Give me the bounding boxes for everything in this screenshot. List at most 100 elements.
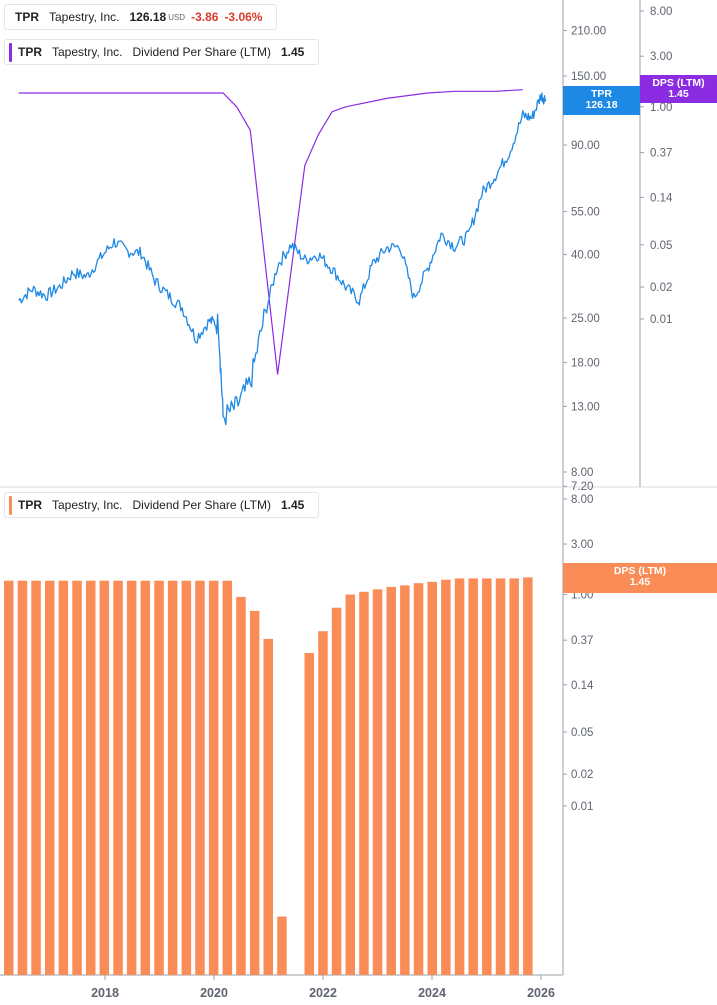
legend-company-name: Tapestry, Inc. [49, 10, 120, 24]
dps-bar [249, 610, 260, 975]
dps-tag-value: 1.45 [629, 576, 651, 588]
x-axis-tick-label: 2024 [418, 986, 446, 1000]
price-axis-tick-label: 210.00 [571, 26, 606, 38]
dps-bottom-tick-label: 3.00 [571, 539, 593, 551]
dps-bar [441, 579, 451, 975]
dps-bar [17, 580, 28, 975]
legend-color-swatch [9, 42, 12, 62]
legend-symbol: TPR [18, 45, 42, 59]
legend-change: -3.86 [191, 10, 219, 24]
price-axis-tick-label: 7.20 [571, 481, 593, 493]
dps-bar [236, 596, 246, 975]
legend-dps-value: 1.45 [280, 45, 305, 59]
dps-line-layer [18, 89, 523, 375]
dps-bar [167, 580, 178, 975]
price-axis-tick-label: 90.00 [571, 140, 600, 152]
legend-dps-value: 1.45 [280, 498, 305, 512]
dps-bar [495, 578, 506, 975]
dps-bottom-tick-label: 0.01 [571, 801, 593, 813]
dps-bar [58, 580, 69, 975]
legend-dps-bottom[interactable]: TPR Tapestry, Inc. Dividend Per Share (L… [4, 492, 319, 518]
dps-bar [113, 580, 123, 975]
dps-bottom-tick-label: 0.02 [571, 769, 593, 781]
dps-axis-tick-label: 0.01 [650, 314, 672, 326]
dps-bar [331, 607, 342, 975]
dps-bottom-tick-label: 8.00 [571, 494, 593, 506]
x-axis-tick-label: 2018 [91, 986, 119, 1000]
dps-bottom-tick-label: 0.05 [571, 727, 593, 739]
legend-currency: USD [168, 12, 186, 22]
dps-bar [263, 638, 273, 975]
dps-tag-bottom: DPS (LTM) 1.45 [563, 563, 717, 593]
dps-bottom-tick-label: 0.37 [571, 635, 593, 647]
dps-bar [45, 580, 55, 975]
dps-axis-tick-label: 0.02 [650, 282, 672, 294]
x-axis-tick-label: 2026 [527, 986, 555, 1000]
legend-company-name: Tapestry, Inc. [52, 498, 123, 512]
dps-bar [372, 589, 383, 975]
dps-axis-tick-label: 8.00 [650, 6, 672, 18]
dps-bar [400, 585, 410, 975]
price-line-layer [18, 92, 547, 426]
dps-bar [304, 653, 314, 975]
dps-tag-top: DPS (LTM) 1.45 [640, 75, 717, 103]
legend-metric: Dividend Per Share (LTM) [132, 498, 271, 512]
legend-symbol: TPR [18, 498, 42, 512]
dps-bar [427, 581, 437, 975]
dps-bar [86, 580, 96, 975]
price-axis: 210.00 150.00 90.00 55.00 40.00 25.00 18.00 13.… [563, 26, 606, 493]
dps-bar [140, 580, 151, 975]
legend-change-pct: -3.06% [224, 10, 263, 24]
dps-axis-tick-label: 0.14 [650, 192, 673, 204]
price-axis-tick-label: 150.00 [571, 71, 606, 83]
dps-axis-tick-label: 0.05 [650, 240, 672, 252]
dps-bar [4, 580, 14, 975]
dps-bar [99, 580, 110, 975]
dps-axis-tick-label: 1.00 [650, 102, 672, 114]
price-axis-tick-label: 18.00 [571, 357, 600, 369]
dps-bar [359, 591, 369, 975]
dps-bar [482, 578, 492, 975]
legend-color-swatch [9, 495, 12, 515]
dps-bar [509, 578, 519, 975]
dps-bar [468, 578, 478, 975]
legend-metric: Dividend Per Share (LTM) [132, 45, 271, 59]
price-axis-tick-label: 13.00 [571, 401, 600, 413]
dps-bar [454, 578, 465, 975]
x-axis: 2018 2020 2022 2024 2026 [91, 975, 555, 1000]
dps-bottom-tick-label: 0.14 [571, 680, 594, 692]
dps-bar [208, 580, 219, 975]
dps-tag-label: DPS (LTM) [613, 565, 667, 577]
dps-bar [154, 580, 164, 975]
legend-company-name: Tapestry, Inc. [52, 45, 123, 59]
price-tag: TPR 126.18 [563, 86, 640, 115]
price-axis-tick-label: 55.00 [571, 207, 600, 219]
price-axis-tick-label: 8.00 [571, 467, 593, 479]
dps-bar [277, 916, 287, 975]
price-axis-tick-label: 40.00 [571, 250, 600, 262]
dps-bars-layer [4, 577, 533, 975]
tpr-price-line [18, 92, 547, 426]
dps-bar [126, 580, 137, 975]
dps-axis-tick-label: 3.00 [650, 51, 672, 63]
dps-tag-value: 1.45 [668, 88, 689, 100]
dps-bar [523, 577, 533, 975]
dps-ltm-line [18, 89, 523, 375]
dps-bar [345, 594, 355, 975]
legend-dps-top[interactable]: TPR Tapestry, Inc. Dividend Per Share (L… [4, 39, 319, 65]
dps-bar [181, 580, 192, 975]
dps-bar [222, 580, 233, 975]
price-tag-symbol: TPR [591, 88, 612, 100]
legend-price-value: 126.18 [129, 10, 167, 24]
price-tag-value: 126.18 [585, 99, 618, 111]
dps-axis-tick-label: 0.37 [650, 148, 672, 160]
dps-axis-bottom: 8.003.001.000.370.140.050.020.01 [563, 494, 594, 813]
dps-bar [413, 583, 424, 975]
price-axis-tick-label: 25.00 [571, 313, 600, 325]
dps-bar [72, 580, 82, 975]
x-axis-tick-label: 2020 [200, 986, 228, 1000]
dps-tag-label: DPS (LTM) [652, 77, 705, 89]
legend-price[interactable]: TPR Tapestry, Inc. 126.18 USD -3.86 -3.0… [4, 4, 277, 30]
dps-bar [318, 631, 328, 975]
